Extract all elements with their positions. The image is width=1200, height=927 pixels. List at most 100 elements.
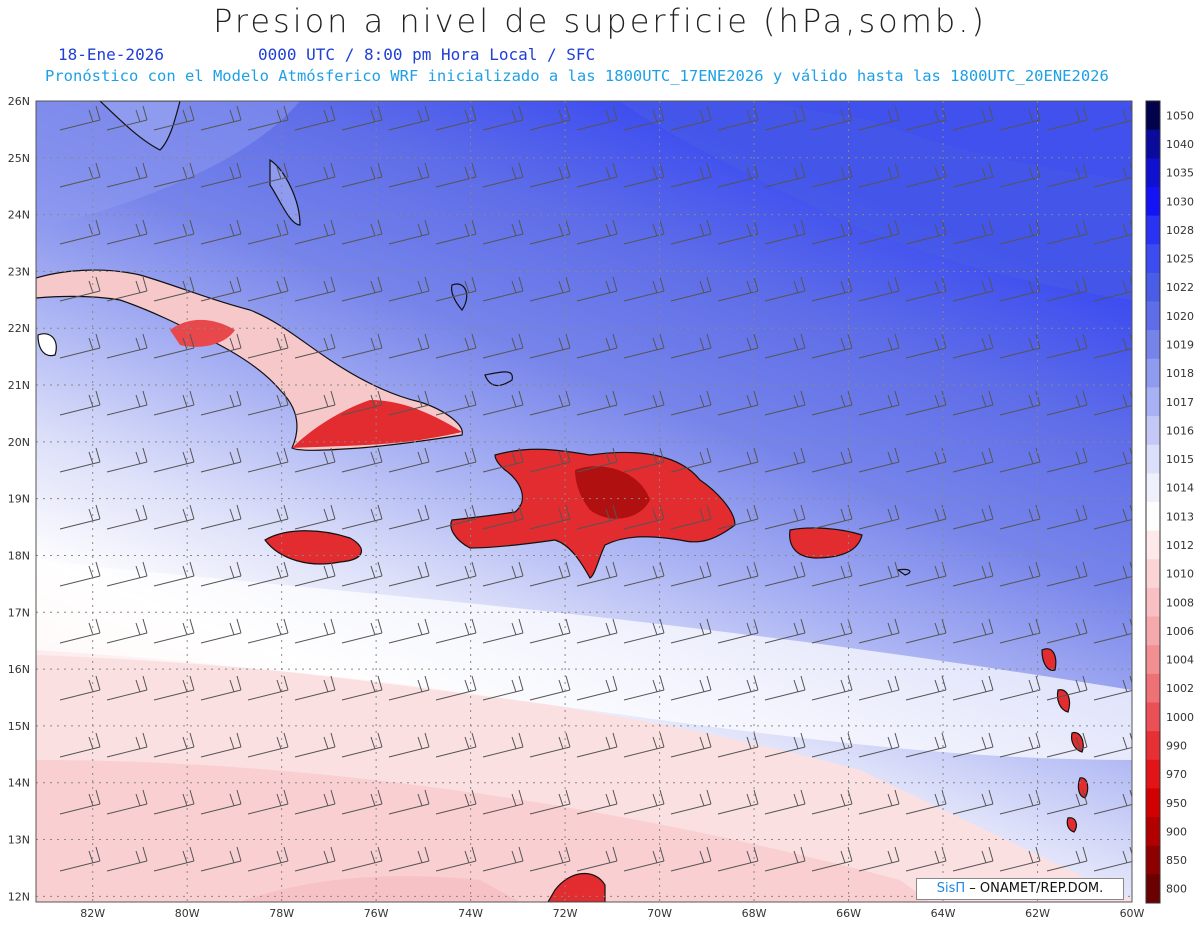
wind-barb xyxy=(670,618,712,644)
wind-barb xyxy=(341,732,383,758)
wind-barb xyxy=(388,390,430,416)
lon-label: 70W xyxy=(647,907,672,920)
colorbar-label: 1002 xyxy=(1166,682,1194,695)
wind-barb xyxy=(717,162,759,188)
wind-barb xyxy=(811,276,853,302)
wind-barb xyxy=(576,561,618,587)
wind-barb xyxy=(905,447,947,473)
wind-barb xyxy=(764,447,806,473)
wind-barb xyxy=(482,447,524,473)
colorbar-label: 850 xyxy=(1166,854,1187,867)
wind-barb xyxy=(341,504,383,530)
wind-barb xyxy=(670,675,712,701)
lon-label: 60W xyxy=(1120,907,1145,920)
wind-barb xyxy=(59,561,101,587)
wind-barb xyxy=(858,276,900,302)
colorbar-label: 800 xyxy=(1166,883,1187,896)
wind-barb xyxy=(952,333,994,359)
wind-barb xyxy=(1093,675,1132,701)
wind-barb xyxy=(858,219,900,245)
colorbar-label: 1018 xyxy=(1166,367,1194,380)
wind-barb xyxy=(106,162,148,188)
colorbar-swatch xyxy=(1146,845,1160,875)
wind-barb xyxy=(294,618,336,644)
wind-barb xyxy=(999,504,1041,530)
wind-barb xyxy=(435,447,477,473)
wind-barb xyxy=(529,390,571,416)
band-1013 xyxy=(36,560,1132,760)
wind-barb xyxy=(529,789,571,815)
colorbar-label: 1013 xyxy=(1166,510,1194,523)
wind-barb xyxy=(388,333,430,359)
colorbar-label: 1025 xyxy=(1166,253,1194,266)
colorbar-swatch xyxy=(1146,158,1160,188)
wind-barb xyxy=(905,675,947,701)
wind-barb xyxy=(106,732,148,758)
lat-label: 14N xyxy=(8,777,30,790)
colorbar-label: 1006 xyxy=(1166,625,1194,638)
wind-barb xyxy=(106,504,148,530)
credit-brand: SisΠ xyxy=(936,881,966,896)
wind-barb xyxy=(952,846,994,872)
wind-barb xyxy=(576,504,618,530)
wind-barb xyxy=(999,447,1041,473)
wind-barb xyxy=(106,105,148,131)
wind-barb xyxy=(623,219,665,245)
wind-barb xyxy=(388,504,430,530)
lat-label: 17N xyxy=(8,606,30,619)
wind-barb xyxy=(388,219,430,245)
wind-barb xyxy=(341,390,383,416)
wind-barb xyxy=(717,789,759,815)
wind-barb xyxy=(153,333,195,359)
wind-barb xyxy=(153,675,195,701)
lat-label: 24N xyxy=(8,209,30,222)
wind-barb xyxy=(106,276,148,302)
wind-barb xyxy=(623,447,665,473)
wind-barb xyxy=(858,390,900,416)
colorbar-label: 1035 xyxy=(1166,167,1194,180)
wind-barb xyxy=(247,105,289,131)
colorbar-label: 1004 xyxy=(1166,654,1194,667)
lat-label: 13N xyxy=(8,834,30,847)
wind-barb xyxy=(811,219,853,245)
wind-barb xyxy=(153,276,195,302)
wind-barb xyxy=(59,504,101,530)
wind-barb xyxy=(200,105,242,131)
wind-barb xyxy=(247,732,289,758)
wind-barb xyxy=(435,789,477,815)
wind-barb xyxy=(294,333,336,359)
longitude-labels: 82W 80W 78W 76W 74W 72W 70W 68W 66W 64W 62W 60W xyxy=(80,907,1144,920)
wind-barb xyxy=(1046,675,1088,701)
forecast-time: 0000 UTC / 8:00 pm Hora Local / SFC xyxy=(258,45,596,64)
model-info: Pronóstico con el Modelo Atmósferico WRF… xyxy=(45,67,1109,85)
wind-barb xyxy=(670,732,712,758)
wind-barb xyxy=(623,618,665,644)
wind-barb xyxy=(200,846,242,872)
wind-barb xyxy=(435,219,477,245)
colorbar-swatch xyxy=(1146,129,1160,159)
lon-label: 66W xyxy=(836,907,861,920)
wind-barb xyxy=(388,105,430,131)
wind-barb xyxy=(905,276,947,302)
wind-barb xyxy=(482,504,524,530)
wind-barb xyxy=(153,390,195,416)
colorbar-swatch xyxy=(1146,530,1160,560)
wind-barb xyxy=(388,162,430,188)
wind-barb xyxy=(59,789,101,815)
wind-barb xyxy=(200,390,242,416)
wind-barb xyxy=(341,561,383,587)
st-vincent-island xyxy=(1066,817,1078,833)
wind-barb xyxy=(200,732,242,758)
wind-barb xyxy=(200,675,242,701)
wind-barb xyxy=(858,447,900,473)
wind-barb xyxy=(811,390,853,416)
wind-barb xyxy=(482,675,524,701)
wind-barb xyxy=(576,333,618,359)
wind-barb xyxy=(341,447,383,473)
wind-barb xyxy=(435,618,477,644)
wind-barb xyxy=(106,789,148,815)
lon-label: 64W xyxy=(931,907,956,920)
wind-barb xyxy=(200,789,242,815)
lat-label: 21N xyxy=(8,379,30,392)
wind-barb xyxy=(811,789,853,815)
